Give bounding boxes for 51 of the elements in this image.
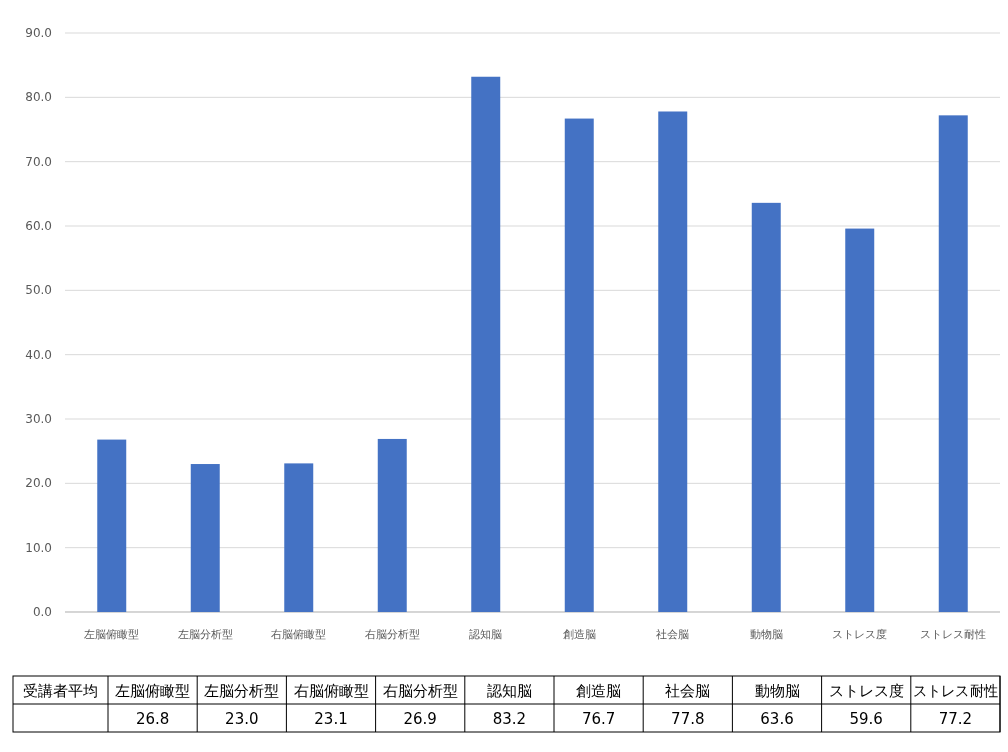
bar [751,202,781,612]
bar [377,438,407,612]
x-tick-label: 左脳分析型 [177,628,233,641]
bar [658,111,688,612]
text: 63.6 [760,710,794,728]
text: 受講者平均 [23,682,98,700]
y-tick-label: 20.0 [25,476,52,491]
category-label: 創造脳 [576,682,622,700]
y-tick-label: 90.0 [25,26,52,40]
y-tick-label: 40.0 [25,347,52,362]
x-tick-label: 左脳俯瞰型 [84,628,140,641]
bar [190,464,220,612]
x-tick-label: 認知脳 [469,628,503,641]
category-label: 右脳俯瞰型 [293,682,369,700]
category-label: 社会脳 [665,682,711,700]
category-label: 動物脳 [754,682,800,700]
y-tick-label: 0.0 [32,605,52,619]
category-label: ストレス耐性 [912,682,1003,700]
text: 23.0 [225,710,259,728]
bar [97,439,127,612]
category-label: 左脳分析型 [204,682,280,700]
y-tick-label: 60.0 [25,219,52,233]
y-tick-label: 10.0 [25,540,52,555]
y-tick-label: 70.0 [25,154,52,169]
category-label: 認知脳 [486,682,532,700]
x-tick-label: ストレス度 [832,628,888,641]
category-label: 右脳分析型 [382,682,458,700]
text: 76.7 [581,710,616,728]
text: 77.8 [671,710,705,728]
y-tick-label: 50.0 [25,283,52,298]
text: 23.1 [314,710,348,728]
x-tick-label: 動物脳 [749,628,783,641]
bar [938,115,968,612]
text: 59.6 [849,710,883,728]
x-tick-label: 右脳分析型 [364,628,420,641]
text: 26.9 [403,710,437,728]
category-label: ストレス度 [828,682,904,700]
y-tick-label: 30.0 [25,412,52,426]
bar [564,118,594,612]
category-label: 左脳俯瞰型 [115,682,191,700]
bar [284,463,314,612]
y-tick-label: 80.0 [25,90,52,105]
text: 26.8 [135,710,170,728]
bar [845,228,875,612]
text: 83.2 [492,710,527,728]
bar [471,76,501,612]
x-tick-label: 創造脳 [562,628,596,641]
x-tick-label: 社会脳 [656,628,690,641]
text: 77.2 [938,710,973,728]
x-tick-label: 右脳俯瞰型 [271,628,327,641]
x-tick-label: ストレス耐性 [920,628,987,641]
